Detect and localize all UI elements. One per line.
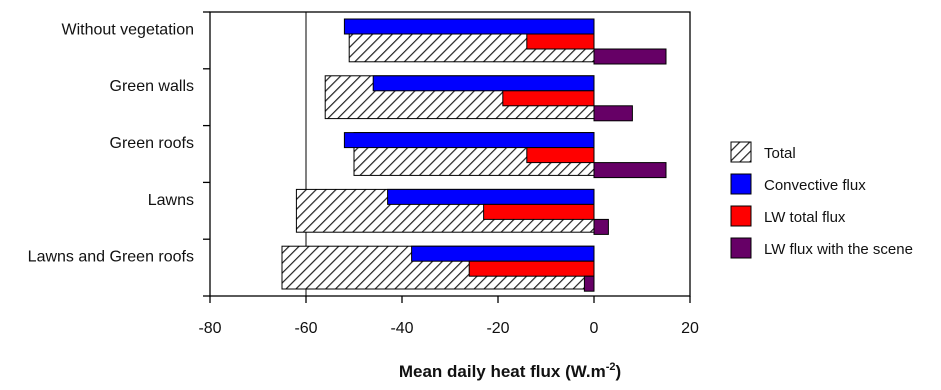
legend-label: Convective flux — [764, 177, 866, 194]
x-tick-label: 0 — [590, 320, 599, 337]
x-tick-label: -60 — [294, 320, 317, 337]
x-tick-label: 20 — [681, 320, 699, 337]
legend-swatch — [730, 205, 752, 227]
x-axis-title-superscript: -2 — [606, 361, 616, 373]
y-axis: Without vegetation Green walls Green roofs… — [28, 11, 210, 297]
legend-label: LW flux with the scene — [764, 241, 913, 258]
category-label: Lawns — [148, 192, 194, 209]
plot-area — [209, 11, 691, 297]
bar-lw-total-2 — [526, 147, 595, 164]
bar-lw-scene-3 — [593, 218, 609, 235]
x-tick-label: -40 — [390, 320, 413, 337]
bar-convective-3 — [387, 188, 595, 205]
bar-lw-total-4 — [468, 260, 595, 277]
bar-convective-0 — [343, 18, 595, 35]
bar-lw-scene-4 — [583, 275, 595, 292]
plot-frame — [209, 11, 691, 297]
bar-lw-scene-1 — [593, 105, 633, 122]
legend-label: LW total flux — [764, 209, 846, 226]
bar-convective-4 — [411, 245, 595, 262]
legend-swatch — [730, 141, 752, 163]
bar-convective-2 — [343, 132, 595, 149]
bar-lw-total-3 — [483, 203, 595, 220]
bar-lw-scene-2 — [593, 162, 667, 179]
x-tick-label: -80 — [198, 320, 221, 337]
category-label: Without vegetation — [61, 21, 194, 38]
bar-lw-total-1 — [502, 90, 595, 107]
bar-lw-total-0 — [526, 33, 595, 50]
x-axis: -80 -60 -40 -20 0 20 — [198, 296, 699, 337]
category-label: Green roofs — [110, 135, 194, 152]
legend: Total Convective flux LW total flux LW flux… — [730, 141, 913, 259]
x-axis-title-close: ) — [615, 362, 621, 381]
legend-swatch — [730, 237, 752, 259]
category-label: Green walls — [110, 78, 194, 95]
legend-label: Total — [764, 145, 796, 162]
bar-convective-1 — [372, 75, 595, 92]
legend-swatch — [730, 173, 752, 195]
bar-lw-scene-0 — [593, 48, 667, 65]
x-tick-label: -20 — [486, 320, 509, 337]
x-axis-title: Mean daily heat flux (W.m-2) — [399, 361, 621, 381]
category-label: Lawns and Green roofs — [28, 249, 194, 266]
